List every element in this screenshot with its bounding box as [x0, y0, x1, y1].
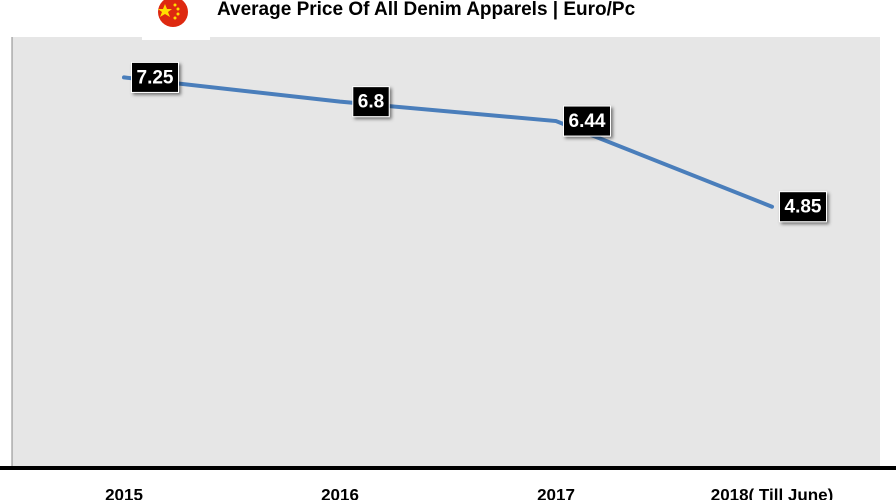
x-tick-label: 2018( Till June) — [711, 485, 834, 500]
x-tick-label: 2015 — [105, 485, 143, 500]
data-label-box — [779, 191, 827, 223]
data-label: 4.85 — [785, 197, 822, 218]
chart-title: Average Price Of All Denim Apparels | Eu… — [217, 0, 636, 20]
data-label: 7.25 — [137, 67, 174, 88]
data-label-group: 7.25 — [131, 61, 179, 93]
x-tick-label: 2017 — [537, 485, 575, 500]
data-label-group: 6.8 — [352, 86, 390, 118]
data-label-box — [352, 86, 390, 118]
series-line — [122, 75, 774, 209]
data-label-group: 6.44 — [563, 105, 611, 137]
data-label-box — [131, 61, 179, 93]
data-label: 6.44 — [569, 111, 606, 132]
data-label: 6.8 — [358, 92, 384, 113]
plot-area — [12, 37, 880, 468]
data-label-group: 4.85 — [779, 191, 827, 223]
flag-icon — [158, 0, 188, 27]
data-label-box — [563, 105, 611, 137]
x-tick-label: 2016 — [321, 485, 359, 500]
